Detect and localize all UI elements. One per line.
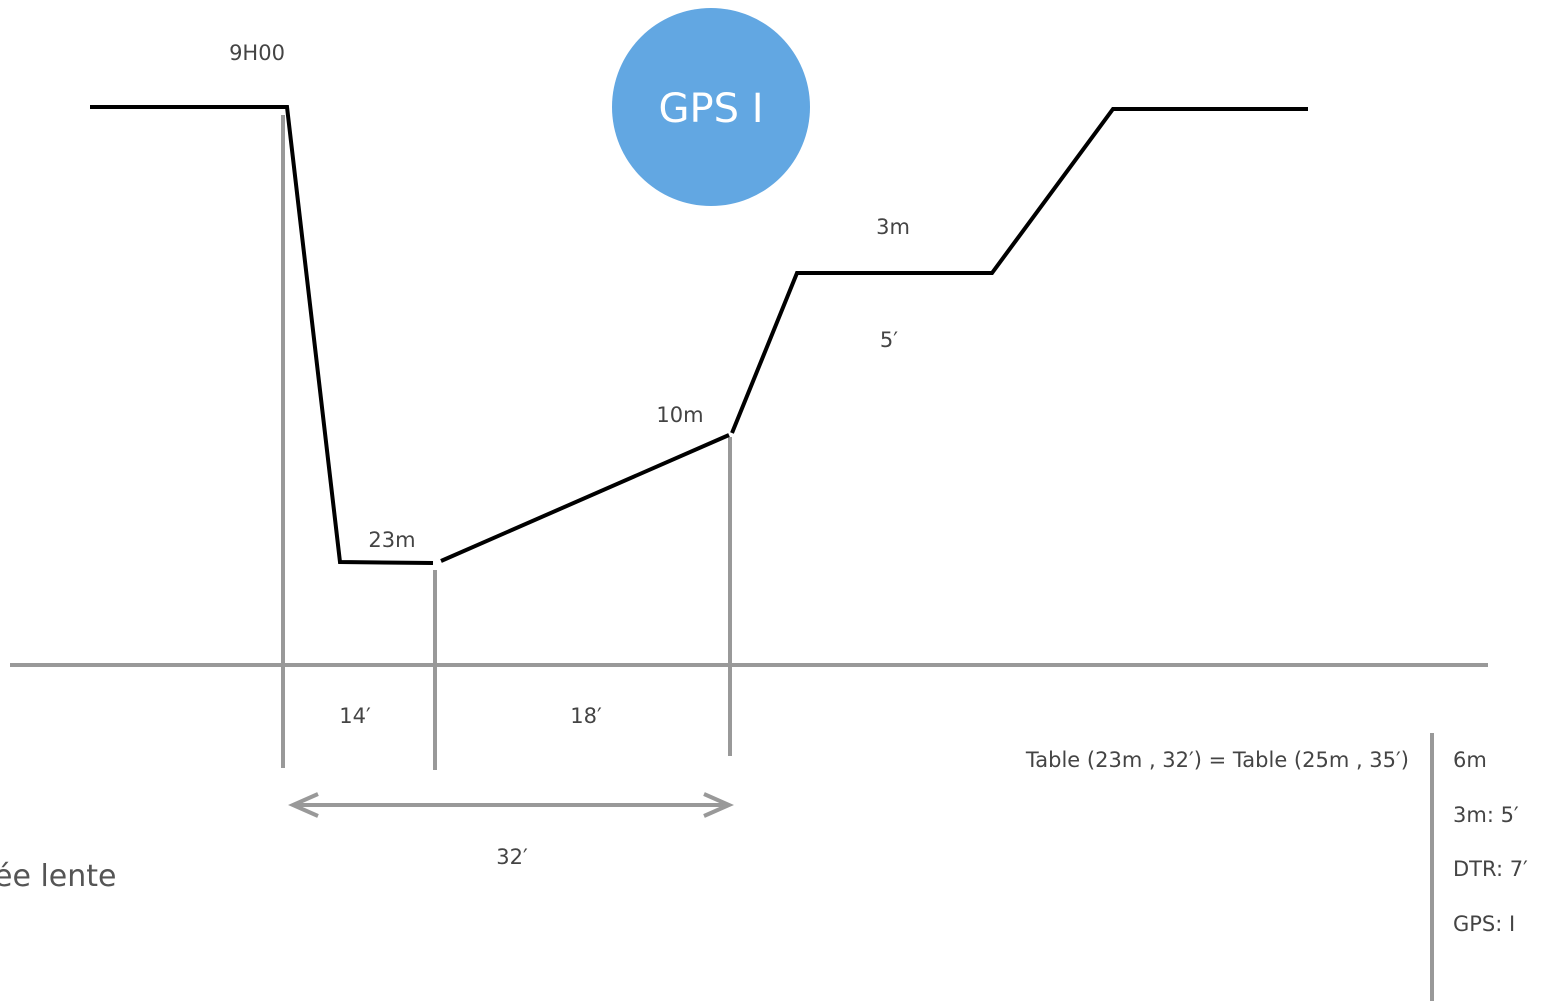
ascent-depth-label: 10m bbox=[656, 403, 703, 427]
caption-text: ée lente bbox=[0, 859, 116, 894]
max-depth-label: 23m bbox=[368, 528, 415, 552]
interval-2-label: 18′ bbox=[570, 704, 602, 728]
result-item: DTR: 7′ bbox=[1453, 857, 1528, 881]
dive-profile-line-ascent bbox=[440, 433, 730, 563]
stop-depth-label: 3m bbox=[876, 215, 910, 239]
dive-profile-line bbox=[90, 105, 434, 565]
total-time-arrow bbox=[288, 792, 734, 818]
gps-badge: GPS I bbox=[612, 8, 810, 206]
table-equation: Table (23m , 32′) = Table (25m , 35′) bbox=[1025, 748, 1409, 772]
result-item: 3m: 5′ bbox=[1453, 803, 1519, 827]
result-item: 6m bbox=[1453, 748, 1487, 772]
interval-1-label: 14′ bbox=[339, 704, 371, 728]
dive-profile-line-stop bbox=[730, 107, 1308, 434]
start-time-label: 9H00 bbox=[229, 41, 285, 65]
total-time-label: 32′ bbox=[496, 845, 528, 869]
result-item: GPS: I bbox=[1453, 912, 1515, 936]
stop-duration-label: 5′ bbox=[880, 328, 898, 352]
gps-badge-label: GPS I bbox=[658, 86, 763, 132]
results-list: 6m 3m: 5′ DTR: 7′ GPS: I bbox=[1453, 748, 1528, 936]
